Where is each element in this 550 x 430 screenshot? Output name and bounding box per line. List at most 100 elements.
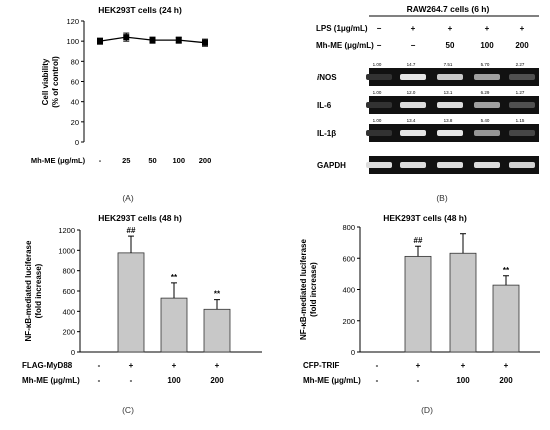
panel-b-ratio-label: 5.70 xyxy=(481,62,490,67)
panel-a-y-tick-label: 120 xyxy=(66,17,79,26)
panel-b-gel-band xyxy=(437,74,463,80)
panel-b-band-label: iNOS xyxy=(317,73,337,82)
panel-d-condition-value: - xyxy=(376,361,379,370)
panel-a-y-tick-label: 0 xyxy=(75,138,79,147)
panel-d-condition-value: - xyxy=(376,376,379,385)
panel-c-condition-value: 200 xyxy=(210,376,224,385)
panel-a-data-point xyxy=(97,38,103,45)
panel-a-x-tick-label: 200 xyxy=(199,156,212,165)
panel-b-gel-band xyxy=(437,130,463,136)
panel-d-y-label: (fold increase) xyxy=(309,262,318,317)
panel-a-y-tick-label: 60 xyxy=(71,78,79,87)
panel-c-condition-value: + xyxy=(215,361,220,370)
panel-b-gel-band xyxy=(437,162,463,168)
panel-a-x-tick-label: 50 xyxy=(148,156,156,165)
panel-c-y-tick-label: 400 xyxy=(62,307,75,316)
panel-b-band-label: GAPDH xyxy=(317,161,346,170)
panel-b-title: RAW264.7 cells (6 h) xyxy=(407,4,490,14)
panel-c-condition-label: FLAG-MyD88 xyxy=(22,361,73,370)
panel-c-y-tick-label: 800 xyxy=(62,267,75,276)
panel-b-condition-value: − xyxy=(377,24,382,33)
panel-a-x-tick-label: - xyxy=(99,156,102,165)
panel-b-gel-band xyxy=(474,74,500,80)
panel-c-y-tick-label: 1000 xyxy=(58,246,75,255)
panel-b-band-label: IL-1β xyxy=(317,129,336,138)
panel-b-condition-value: + xyxy=(520,24,525,33)
panel-a-y-tick-label: 40 xyxy=(71,98,79,107)
panel-b-label: (B) xyxy=(436,193,448,203)
panel-d-y-tick-label: 0 xyxy=(351,348,355,357)
panel-d-y-tick-label: 200 xyxy=(342,317,355,326)
panel-b-gel-band xyxy=(509,102,535,108)
panel-b-ratio-label: 12.0 xyxy=(407,90,416,95)
panel-d-y-label: NF-κB-mediated luciferase xyxy=(299,238,308,339)
panel-d-y-tick-label: 800 xyxy=(342,223,355,232)
panel-c-significance-mark: ** xyxy=(214,290,221,299)
panel-a-label: (A) xyxy=(122,193,134,203)
panel-c-y-tick-label: 600 xyxy=(62,287,75,296)
panel-a-x-tick-label: 100 xyxy=(172,156,185,165)
panel-a-y-tick-label: 80 xyxy=(71,57,79,66)
panel-b-gel-band xyxy=(509,74,535,80)
panel-c-condition-label: Mh-ME (μg/mL) xyxy=(22,376,80,385)
panel-d-bar xyxy=(404,255,432,353)
panel-b-ratio-label: 13.1 xyxy=(444,90,453,95)
panel-b-ratio-label: 1.00 xyxy=(373,62,382,67)
panel-b-gel-band xyxy=(366,102,392,108)
panel-b-ratio-label: 2.27 xyxy=(516,62,525,67)
panel-d-condition-value: 200 xyxy=(499,376,513,385)
panel-a-y-tick-label: 20 xyxy=(71,118,79,127)
panel-a-data-point xyxy=(123,34,130,41)
panel-c-label: (C) xyxy=(122,405,134,415)
panel-a-data-point xyxy=(202,39,208,46)
panel-d-condition-value: + xyxy=(504,361,509,370)
panel-a-x-tick-label: 25 xyxy=(122,156,130,165)
panel-c-y-label: (fold increase) xyxy=(34,263,43,318)
panel-b-gel-band xyxy=(474,102,500,108)
panel-b-band-label: IL-6 xyxy=(317,101,332,110)
panel-b-gel-band xyxy=(437,102,463,108)
panel-c-y-tick-label: 200 xyxy=(62,328,75,337)
panel-b-condition-label: LPS (1μg/mL) xyxy=(316,24,368,33)
panel-b-gel-band xyxy=(509,130,535,136)
panel-b-ratio-label: 13.8 xyxy=(444,118,453,123)
panel-d-condition-value: + xyxy=(416,361,421,370)
panel-d-y-tick-label: 400 xyxy=(342,286,355,295)
panel-b-ratio-label: 13.4 xyxy=(407,118,416,123)
panel-b-gel-band xyxy=(400,130,426,136)
panel-b-gel-band xyxy=(400,102,426,108)
panel-d-bar xyxy=(492,284,520,353)
panel-b-ratio-label: 1.00 xyxy=(373,118,382,123)
panel-b-condition-value: 200 xyxy=(515,41,529,50)
panel-b-ratio-label: 5.40 xyxy=(481,118,490,123)
panel-b-gel-band xyxy=(366,162,392,168)
panel-b-ratio-label: 6.29 xyxy=(481,90,490,95)
panel-b-ratio-label: 1.27 xyxy=(516,90,525,95)
panel-b-gel-band xyxy=(474,130,500,136)
panel-d-condition-value: 100 xyxy=(456,376,470,385)
panel-b-condition-value: + xyxy=(485,24,490,33)
panel-c-significance-mark: ** xyxy=(171,273,178,282)
panel-b-gel-band xyxy=(474,162,500,168)
panel-b-condition-value: + xyxy=(411,24,416,33)
panel-c-title: HEK293T cells (48 h) xyxy=(98,213,182,223)
panel-d-condition-value: - xyxy=(417,376,420,385)
panel-d-significance-mark: ## xyxy=(414,236,423,245)
panel-b-ratio-label: 1.00 xyxy=(373,90,382,95)
panel-c-condition-value: - xyxy=(98,376,101,385)
panel-d-label: (D) xyxy=(421,405,433,415)
panel-b-condition-value: 50 xyxy=(446,41,455,50)
panel-b-ratio-label: 14.7 xyxy=(407,62,416,67)
panel-d-title: HEK293T cells (48 h) xyxy=(383,213,467,223)
panel-c-condition-value: + xyxy=(129,361,134,370)
panel-b-condition-label: Mh-ME (μg/mL) xyxy=(316,41,374,50)
panel-d-condition-label: CFP-TRIF xyxy=(303,361,340,370)
panel-a-title: HEK293T cells (24 h) xyxy=(98,5,182,15)
panel-a-y-label: Cell viability xyxy=(41,58,50,105)
panel-d-condition-label: Mh-ME (μg/mL) xyxy=(303,376,361,385)
panel-b-gel-band xyxy=(400,74,426,80)
panel-c-significance-mark: ## xyxy=(127,226,136,235)
panel-d-bar xyxy=(449,252,477,353)
